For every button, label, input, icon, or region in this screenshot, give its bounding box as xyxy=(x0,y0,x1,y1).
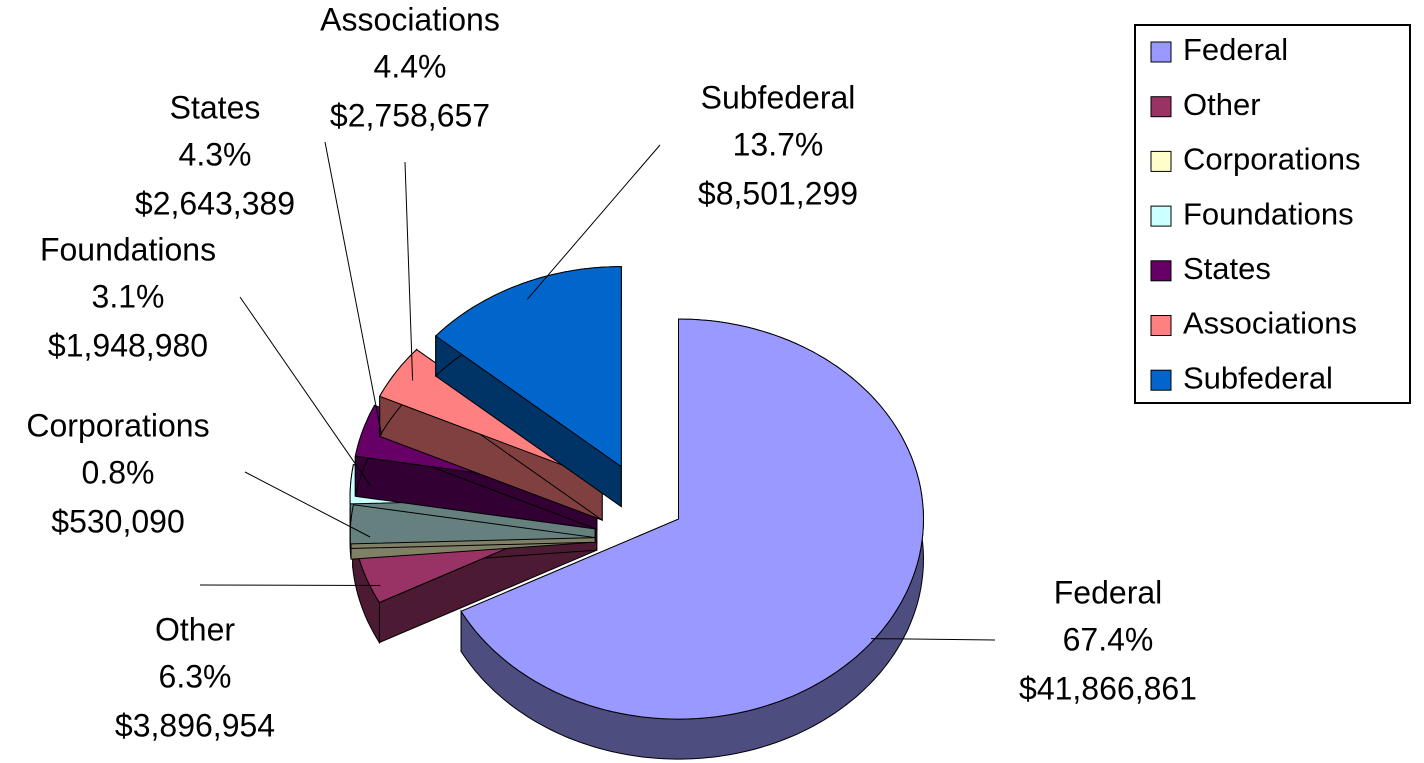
label-value: $41,866,861 xyxy=(1019,670,1197,706)
label-category: Foundations xyxy=(40,231,216,267)
label-category: Federal xyxy=(1054,574,1163,610)
legend-box xyxy=(1134,24,1411,404)
legend-label: Associations xyxy=(1183,306,1357,341)
label-category: Corporations xyxy=(26,407,209,443)
label-category: Subfederal xyxy=(701,79,856,115)
legend-label: Other xyxy=(1183,87,1261,122)
leader-line xyxy=(871,638,996,641)
label-percent: 67.4% xyxy=(1063,621,1154,657)
label-percent: 4.3% xyxy=(179,136,252,172)
label-value: $1,948,980 xyxy=(48,327,208,363)
legend-swatch xyxy=(1150,205,1172,227)
leader-line xyxy=(199,584,381,586)
legend-label: Subfederal xyxy=(1183,360,1333,395)
leader-line xyxy=(244,471,371,538)
pie xyxy=(349,266,925,760)
label-value: $2,643,389 xyxy=(135,185,295,221)
slice xyxy=(460,318,925,760)
label-percent: 4.4% xyxy=(374,48,447,84)
legend-label: Corporations xyxy=(1183,142,1360,177)
legend-swatch xyxy=(1150,260,1172,282)
label-percent: 0.8% xyxy=(82,454,155,490)
label-value: $3,896,954 xyxy=(115,707,275,743)
slice xyxy=(434,266,622,508)
legend-swatch xyxy=(1150,369,1172,391)
legend-label: Federal xyxy=(1183,32,1288,67)
legend-swatch xyxy=(1150,315,1172,336)
label-value: $530,090 xyxy=(51,503,184,539)
label-category: States xyxy=(170,89,261,125)
legend-label: Foundations xyxy=(1183,196,1354,231)
slice-top xyxy=(460,318,925,720)
legend-swatch xyxy=(1150,41,1172,63)
label-category: Other xyxy=(155,611,235,647)
legend: Federal Other Corporations Foundations State… xyxy=(1134,24,1411,404)
label-percent: 3.1% xyxy=(92,278,165,314)
label-category: Associations xyxy=(320,1,500,37)
label-value: $8,501,299 xyxy=(698,175,858,211)
slice-top xyxy=(434,266,622,468)
legend-swatch xyxy=(1150,150,1172,172)
leader-line xyxy=(239,296,371,486)
legend-label: States xyxy=(1183,251,1271,286)
label-percent: 6.3% xyxy=(159,658,232,694)
leader-line xyxy=(404,161,414,381)
legend-swatch xyxy=(1150,96,1172,118)
leader-line xyxy=(526,144,661,300)
label-value: $2,758,657 xyxy=(330,97,490,133)
leader-line xyxy=(324,141,383,436)
label-percent: 13.7% xyxy=(733,126,824,162)
data-labels: Federal 67.4% $41,866,861 Other 6.3% $3,896,9… xyxy=(26,1,1197,743)
